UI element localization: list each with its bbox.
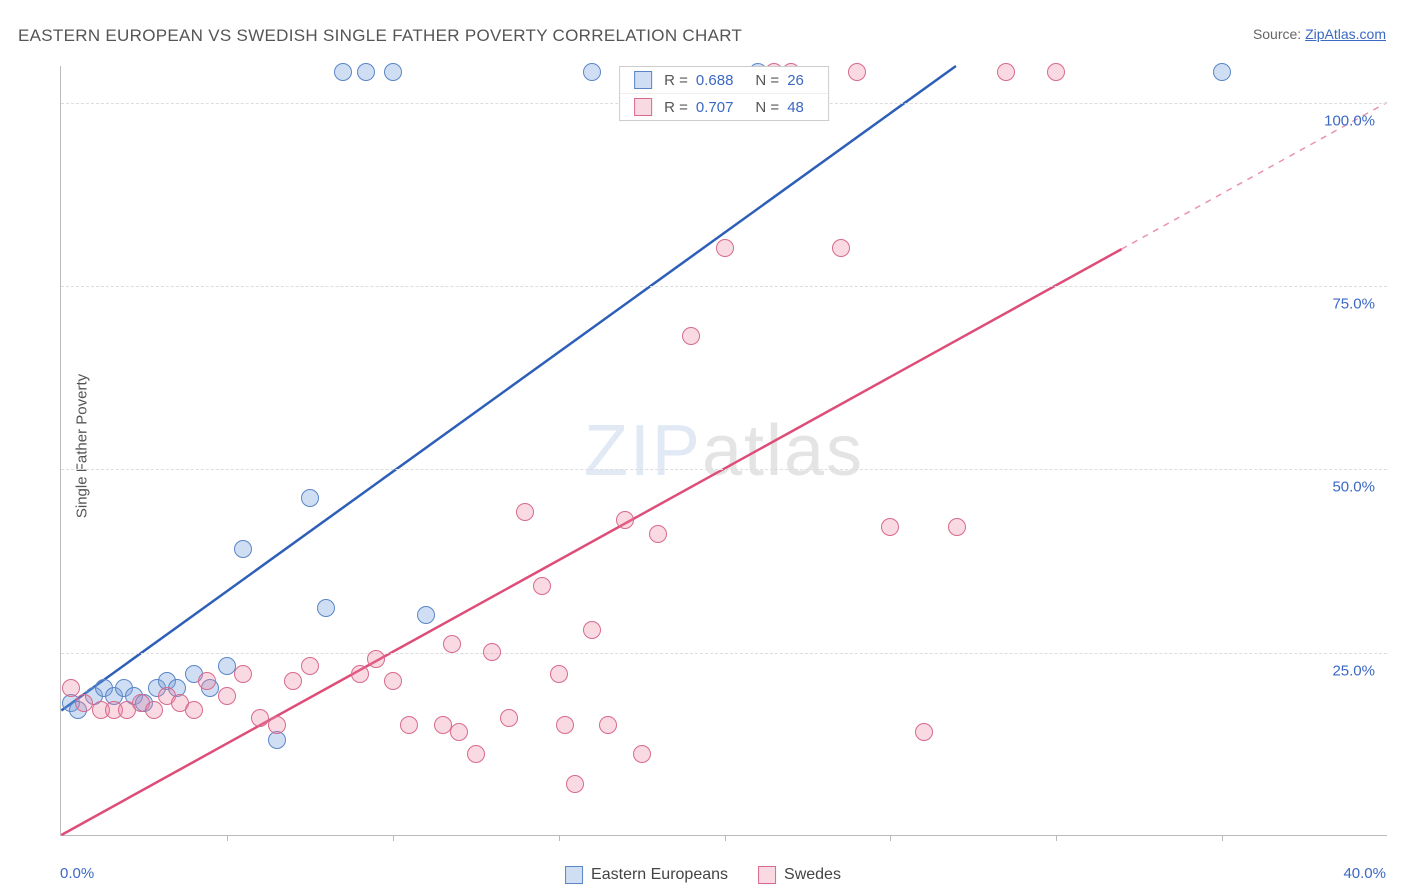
data-point — [234, 665, 252, 683]
x-tick — [1222, 835, 1223, 841]
data-point — [948, 518, 966, 536]
data-point — [915, 723, 933, 741]
n-value: 26 — [787, 72, 804, 89]
legend-swatch — [758, 866, 776, 884]
data-point — [145, 701, 163, 719]
legend-label: Eastern Europeans — [591, 866, 728, 884]
data-point — [443, 635, 461, 653]
y-tick-label: 75.0% — [1332, 296, 1375, 313]
y-tick-label: 50.0% — [1332, 479, 1375, 496]
legend-row: R = 0.707 N = 48 — [620, 94, 828, 120]
data-point — [649, 525, 667, 543]
data-point — [516, 503, 534, 521]
data-point — [1047, 63, 1065, 81]
x-max-label: 40.0% — [1343, 865, 1386, 882]
n-label: N = — [755, 99, 779, 116]
data-point — [357, 63, 375, 81]
data-point — [268, 716, 286, 734]
x-tick — [559, 835, 560, 841]
data-point — [334, 63, 352, 81]
legend-swatch — [634, 98, 652, 116]
data-point — [583, 63, 601, 81]
gridline — [61, 469, 1387, 470]
data-point — [682, 327, 700, 345]
data-point — [400, 716, 418, 734]
legend-swatch — [565, 866, 583, 884]
data-point — [301, 489, 319, 507]
legend-row: R = 0.688 N = 26 — [620, 67, 828, 94]
gridline — [61, 653, 1387, 654]
gridline — [61, 286, 1387, 287]
x-tick — [890, 835, 891, 841]
regression-line — [61, 249, 1121, 835]
data-point — [317, 599, 335, 617]
x-origin-label: 0.0% — [60, 865, 94, 882]
r-value: 0.707 — [696, 99, 734, 116]
data-point — [467, 745, 485, 763]
legend-swatch — [634, 71, 652, 89]
data-point — [384, 63, 402, 81]
data-point — [550, 665, 568, 683]
x-tick — [227, 835, 228, 841]
data-point — [997, 63, 1015, 81]
x-tick — [725, 835, 726, 841]
data-point — [218, 657, 236, 675]
data-point — [367, 650, 385, 668]
r-label: R = — [664, 72, 688, 89]
legend-item: Swedes — [758, 866, 841, 884]
n-value: 48 — [787, 99, 804, 116]
y-tick-label: 25.0% — [1332, 662, 1375, 679]
data-point — [62, 679, 80, 697]
data-point — [301, 657, 319, 675]
data-point — [384, 672, 402, 690]
regression-line — [61, 66, 956, 710]
data-point — [234, 540, 252, 558]
r-label: R = — [664, 99, 688, 116]
data-point — [616, 511, 634, 529]
data-point — [351, 665, 369, 683]
source-prefix: Source: — [1253, 26, 1305, 42]
data-point — [284, 672, 302, 690]
data-point — [218, 687, 236, 705]
data-point — [450, 723, 468, 741]
x-tick — [1056, 835, 1057, 841]
data-point — [75, 694, 93, 712]
data-point — [832, 239, 850, 257]
chart-title: EASTERN EUROPEAN VS SWEDISH SINGLE FATHE… — [18, 26, 742, 46]
data-point — [566, 775, 584, 793]
r-value: 0.688 — [696, 72, 734, 89]
data-point — [599, 716, 617, 734]
source-link[interactable]: ZipAtlas.com — [1305, 26, 1386, 42]
n-label: N = — [755, 72, 779, 89]
data-point — [251, 709, 269, 727]
data-point — [500, 709, 518, 727]
data-point — [556, 716, 574, 734]
data-point — [185, 701, 203, 719]
data-point — [583, 621, 601, 639]
data-point — [434, 716, 452, 734]
legend-item: Eastern Europeans — [565, 866, 728, 884]
x-tick — [393, 835, 394, 841]
plot-area: ZIPatlas R = 0.688 N = 26 R = 0.707 N = 48 25.0… — [60, 66, 1387, 836]
data-point — [533, 577, 551, 595]
data-point — [848, 63, 866, 81]
data-point — [881, 518, 899, 536]
legend-label: Swedes — [784, 866, 841, 884]
data-point — [417, 606, 435, 624]
data-point — [633, 745, 651, 763]
y-tick-label: 100.0% — [1324, 112, 1375, 129]
data-point — [198, 672, 216, 690]
data-point — [716, 239, 734, 257]
correlation-legend: R = 0.688 N = 26 R = 0.707 N = 48 — [619, 66, 829, 121]
source-attribution: Source: ZipAtlas.com — [1253, 26, 1386, 42]
data-point — [1213, 63, 1231, 81]
data-point — [483, 643, 501, 661]
watermark: ZIPatlas — [584, 410, 864, 492]
series-legend: Eastern Europeans Swedes — [565, 866, 841, 884]
